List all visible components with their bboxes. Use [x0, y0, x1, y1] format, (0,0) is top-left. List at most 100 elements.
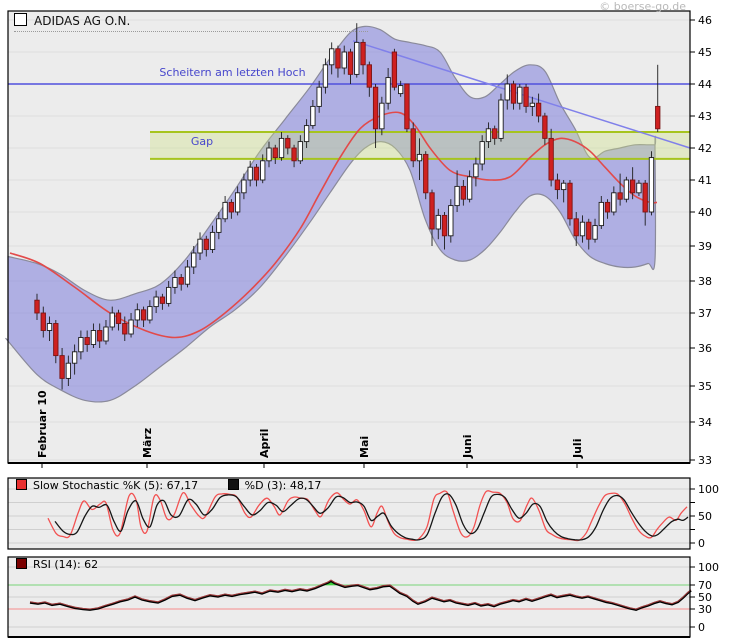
- candle-down: [115, 312, 122, 324]
- candle-down: [630, 179, 636, 194]
- candle-up: [209, 231, 216, 250]
- rsi-label: RSI (14): 62: [33, 558, 99, 571]
- candle-up: [592, 225, 598, 240]
- candle-up: [247, 166, 253, 181]
- x-axis-month-label: April: [258, 429, 271, 458]
- candle-up: [466, 176, 473, 200]
- candle-down: [404, 83, 410, 130]
- candle-up: [479, 141, 485, 165]
- stochastic-panel: 100 50 0: [7, 477, 719, 550]
- y-axis-label: 37: [698, 307, 712, 320]
- candle-down: [586, 221, 592, 240]
- symbol-label: ADIDAS AG O.N.: [34, 14, 131, 28]
- candle-up: [109, 312, 115, 328]
- candle-down: [253, 166, 260, 181]
- y-axis-label: 46: [698, 14, 712, 27]
- candle-up: [266, 147, 272, 162]
- rsi-line-shadow: [29, 579, 692, 611]
- stoch-k-label: Slow Stochastic %K (5): 67,17: [33, 479, 199, 492]
- candle-down: [642, 182, 648, 213]
- candle-down: [291, 147, 297, 162]
- stoch-k-swatch: [16, 479, 27, 490]
- candle-up: [166, 286, 172, 304]
- candle-up: [128, 319, 134, 335]
- rsi-axis-label: 70: [698, 579, 712, 592]
- y-axis-label: 44: [698, 78, 712, 91]
- x-axis-month-label: März: [141, 428, 154, 458]
- candle-down: [59, 355, 65, 379]
- candle-up: [310, 105, 316, 127]
- stoch-d-label: %D (3): 48,17: [244, 479, 322, 492]
- candle-up: [134, 309, 140, 321]
- candle-up: [147, 306, 153, 321]
- candle-down: [40, 312, 46, 331]
- candle-up: [454, 185, 460, 207]
- candle-down: [423, 153, 429, 194]
- y-axis-label: 33: [698, 454, 712, 467]
- stoch-axis-label: 100: [698, 483, 719, 496]
- annotation-resistance: Scheitern am letzten Hoch: [159, 66, 306, 79]
- candle-up: [260, 160, 266, 181]
- bollinger-band: [5, 25, 657, 403]
- candle-up: [46, 323, 53, 331]
- candle-up: [354, 41, 360, 75]
- candle-down: [548, 137, 554, 181]
- x-axis-month-label: Juli: [571, 439, 584, 459]
- stoch-d-legend-item: %D (3): 48,17: [227, 479, 322, 492]
- y-axis-label: 36: [698, 342, 712, 355]
- watermark: © boerse-go.de: [599, 0, 686, 13]
- candle-up: [65, 362, 72, 379]
- rsi-legend-item: RSI (14): 62: [16, 558, 98, 571]
- candle-down: [203, 238, 209, 250]
- symbol-legend[interactable]: ADIDAS AG O.N.: [14, 13, 368, 32]
- rsi-axis-label: 0: [698, 621, 705, 634]
- stochastic-legend: Slow Stochastic %K (5): 67,17 %D (3): 48…: [16, 479, 321, 492]
- candle-up: [103, 326, 109, 342]
- annotation-gap: Gap: [190, 135, 214, 148]
- candle-down: [228, 201, 235, 213]
- candle-up: [329, 48, 335, 66]
- candle-up: [297, 141, 303, 162]
- y-axis-label: 42: [698, 142, 712, 155]
- candle-up: [498, 99, 504, 139]
- candle-up: [448, 205, 454, 237]
- candle-up: [316, 86, 322, 107]
- candle-down: [492, 128, 498, 139]
- candle-up: [648, 157, 655, 213]
- candle-down: [441, 214, 448, 237]
- stoch-d-swatch: [227, 479, 239, 490]
- symbol-checkbox[interactable]: [14, 13, 27, 26]
- candle-up: [341, 51, 347, 69]
- candle-up: [435, 214, 441, 230]
- rsi-axis-label: 100: [698, 561, 719, 574]
- candle-up: [197, 238, 203, 254]
- candle-up: [278, 137, 285, 159]
- candle-up: [234, 192, 241, 213]
- candle-down: [655, 105, 661, 130]
- candle-up: [561, 182, 567, 191]
- x-axis-month-label: Juni: [461, 434, 474, 459]
- candle-down: [617, 192, 623, 200]
- candle-up: [529, 102, 535, 107]
- candle-up: [78, 337, 84, 353]
- candle-up: [504, 83, 510, 101]
- candle-down: [159, 296, 166, 304]
- rsi-line: [29, 579, 692, 610]
- stoch-d-line: [54, 493, 689, 541]
- y-axis-label: 38: [698, 275, 712, 288]
- candles-layer: [34, 23, 661, 390]
- candle-down: [410, 128, 416, 162]
- y-axis-label: 39: [698, 240, 712, 253]
- candle-up: [485, 128, 492, 143]
- candle-up: [636, 182, 642, 194]
- candle-up: [473, 163, 479, 178]
- rsi-legend: RSI (14): 62: [16, 558, 98, 571]
- candle-down: [140, 309, 147, 321]
- y-axis-label: 41: [698, 174, 712, 187]
- candle-up: [216, 218, 222, 233]
- candle-down: [510, 83, 517, 104]
- candle-down: [122, 323, 128, 335]
- candle-down: [573, 218, 579, 237]
